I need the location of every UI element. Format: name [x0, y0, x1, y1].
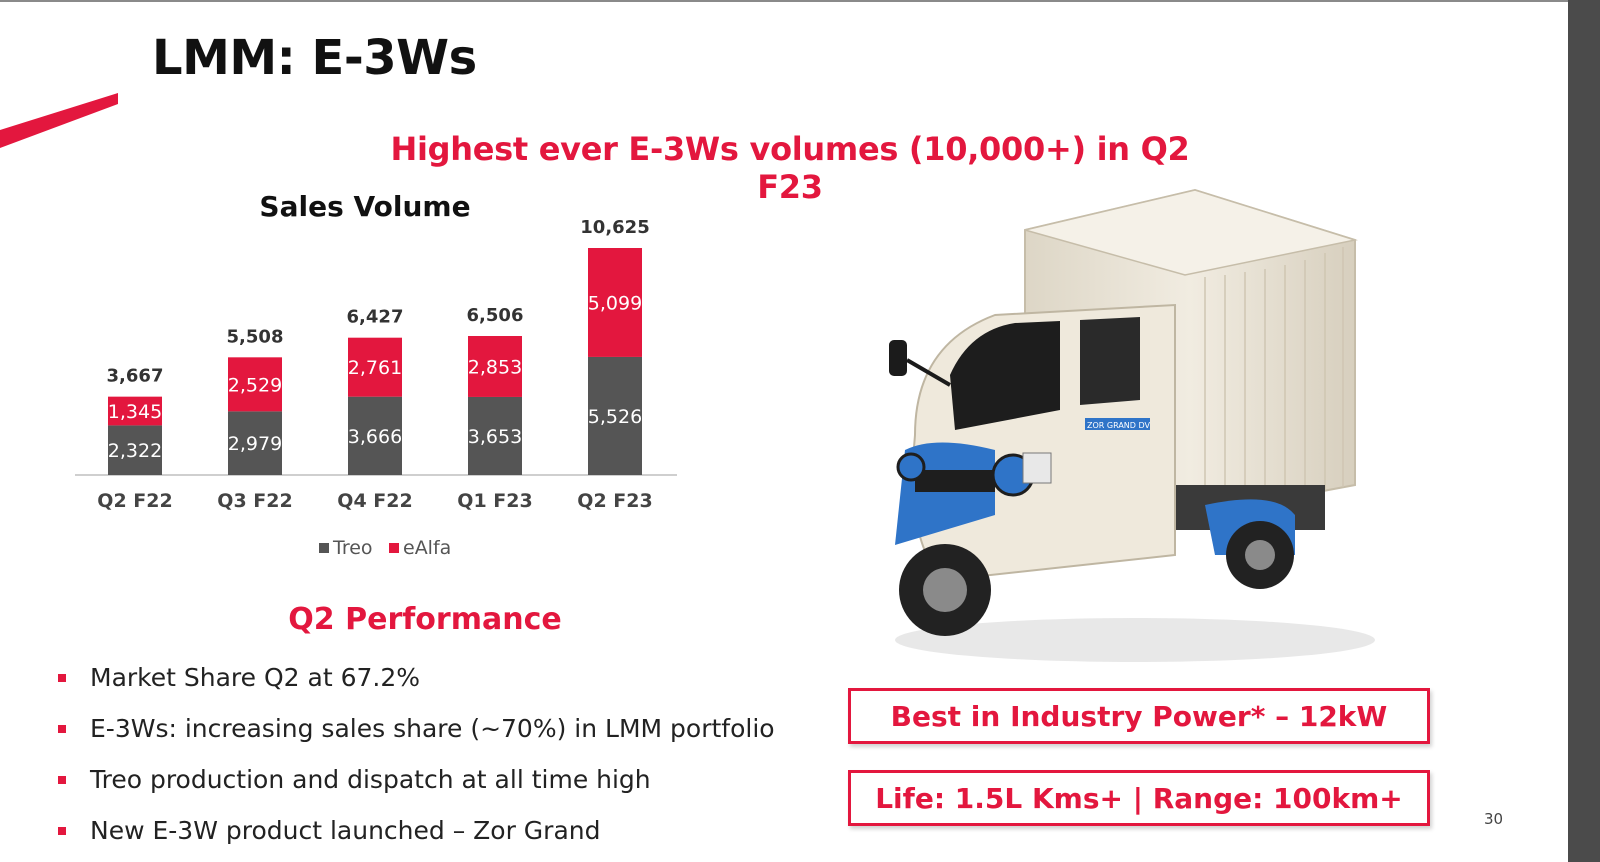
slide-title: LMM: E-3Ws	[152, 30, 477, 86]
total-label: 6,427	[347, 307, 404, 328]
bar-label-treo: 2,322	[108, 440, 162, 462]
bullet-text: E-3Ws: increasing sales share (~70%) in …	[90, 714, 775, 743]
bar-label-ealfa: 2,761	[348, 357, 402, 379]
performance-bullet: E-3Ws: increasing sales share (~70%) in …	[58, 703, 775, 754]
bar-ealfa	[348, 337, 402, 397]
x-tick-label: Q2 F23	[577, 490, 652, 512]
vehicle-badge: ZOR GRAND DV	[1087, 421, 1150, 430]
zor-grand-vehicle-image: ZOR GRAND DV	[889, 188, 1375, 662]
vertical-scrollbar[interactable]	[1568, 0, 1600, 862]
x-tick-label: Q4 F22	[337, 490, 412, 512]
top-border	[0, 0, 1568, 2]
accent-stripe	[0, 93, 118, 148]
bar-label-treo: 3,666	[348, 426, 402, 448]
bar-label-ealfa: 5,099	[588, 292, 642, 314]
bar-label-ealfa: 2,529	[228, 374, 282, 396]
bullet-square-icon	[58, 724, 66, 733]
bar-label-treo: 5,526	[588, 406, 642, 428]
total-label: 10,625	[580, 217, 649, 238]
bullet-text: Market Share Q2 at 67.2%	[90, 663, 420, 692]
bar-label-treo: 2,979	[228, 433, 282, 455]
bar-treo	[588, 356, 642, 475]
legend-swatch-treo	[319, 543, 329, 553]
total-label: 3,667	[107, 366, 164, 387]
bar-ealfa	[108, 396, 162, 426]
bar-label-ealfa: 2,853	[468, 356, 522, 378]
performance-title: Q2 Performance	[288, 602, 562, 637]
legend-label-treo: Treo	[332, 537, 373, 559]
bullet-square-icon	[58, 775, 66, 784]
callout-power: Best in Industry Power* – 12kW	[848, 688, 1430, 744]
bullet-text: Treo production and dispatch at all time…	[90, 765, 651, 794]
bar-label-treo: 3,653	[468, 426, 522, 448]
bar-ealfa	[228, 357, 282, 412]
bullet-square-icon	[58, 673, 66, 682]
chart-title: Sales Volume	[259, 190, 471, 223]
callout-life-range: Life: 1.5L Kms+ | Range: 100km+	[848, 770, 1430, 826]
x-tick-label: Q2 F22	[97, 490, 172, 512]
bar-label-ealfa: 1,345	[108, 401, 162, 423]
bar-treo	[228, 411, 282, 475]
bar-ealfa	[468, 336, 522, 397]
bar-treo	[348, 396, 402, 475]
total-label: 5,508	[227, 326, 284, 347]
legend-swatch-ealfa	[389, 543, 399, 553]
x-tick-label: Q1 F23	[457, 490, 532, 512]
bar-treo	[108, 425, 162, 475]
bullet-text: New E-3W product launched – Zor Grand	[90, 816, 601, 845]
x-tick-label: Q3 F22	[217, 490, 292, 512]
performance-bullet: Treo production and dispatch at all time…	[58, 754, 775, 805]
performance-bullet: New E-3W product launched – Zor Grand	[58, 805, 775, 856]
performance-list: Market Share Q2 at 67.2% E-3Ws: increasi…	[58, 652, 775, 856]
sales-volume-chart: 2,322 1,345 3,667 Q2 F22 2,979 2,529 5,508 Q3 F…	[75, 217, 677, 559]
bar-ealfa	[588, 248, 642, 357]
bar-treo	[468, 396, 522, 475]
performance-bullet: Market Share Q2 at 67.2%	[58, 652, 775, 703]
bullet-square-icon	[58, 826, 66, 835]
headline: Highest ever E-3Ws volumes (10,000+) in …	[390, 130, 1190, 206]
legend-label-ealfa: eAlfa	[403, 537, 451, 559]
total-label: 6,506	[467, 305, 524, 326]
page-number: 30	[1484, 810, 1504, 828]
